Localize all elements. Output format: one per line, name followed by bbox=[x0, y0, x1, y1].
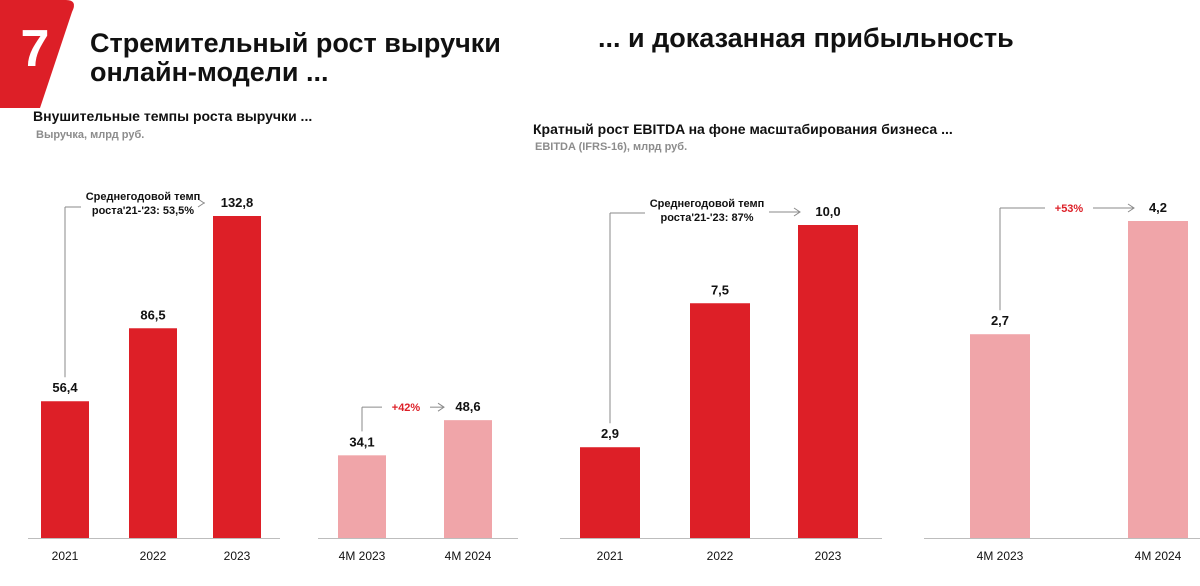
data-label-revenue-4m-1: 34,1 bbox=[349, 434, 374, 449]
ebitda-section-title: Кратный рост EBITDA на фоне масштабирова… bbox=[533, 121, 953, 137]
baseline-ebitda-4m bbox=[924, 538, 1200, 539]
category-label-revenue-annual-2: 2022 bbox=[140, 549, 167, 563]
slide-number-badge: 7 bbox=[0, 0, 90, 110]
cagr-annotation-line1-ebitda-annual: Среднегодовой темп bbox=[650, 198, 765, 210]
ebitda-section-subtitle: EBITDA (IFRS-16), млрд руб. bbox=[535, 141, 688, 153]
bar-ebitda-4m-1 bbox=[970, 334, 1030, 538]
baseline-revenue-annual bbox=[28, 538, 280, 539]
slide-number: 7 bbox=[20, 20, 50, 78]
slide-title-left: Стремительный рост выручки онлайн-модели… bbox=[90, 29, 550, 87]
cagr-annotation-line1-revenue-annual: Среднегодовой темп bbox=[86, 191, 201, 203]
connector-arrowhead-ebitda-4m bbox=[1127, 203, 1135, 213]
data-label-revenue-annual-2: 86,5 bbox=[140, 307, 165, 322]
category-label-revenue-4m-1: 4M 2023 bbox=[339, 549, 386, 563]
growth-annotation-ebitda-4m: +53% bbox=[1055, 203, 1084, 215]
cagr-annotation-line2-revenue-annual: роста'21-'23: 53,5% bbox=[92, 205, 194, 217]
connector-arrowhead-revenue-annual bbox=[197, 198, 205, 208]
slide-title-left-line2: онлайн-модели ... bbox=[90, 57, 329, 87]
data-label-revenue-4m-2: 48,6 bbox=[455, 399, 480, 414]
category-label-ebitda-annual-3: 2023 bbox=[815, 549, 842, 563]
bar-ebitda-annual-2 bbox=[690, 303, 750, 538]
slide-title-right: ... и доказанная прибыльность bbox=[598, 23, 1014, 53]
category-label-ebitda-4m-1: 4M 2023 bbox=[977, 549, 1024, 563]
connector-arrowhead-ebitda-annual bbox=[793, 207, 801, 217]
data-label-ebitda-4m-2: 4,2 bbox=[1149, 200, 1167, 215]
category-label-ebitda-annual-1: 2021 bbox=[597, 549, 624, 563]
baseline-ebitda-annual bbox=[560, 538, 882, 539]
category-label-ebitda-4m-2: 4M 2024 bbox=[1135, 549, 1182, 563]
revenue-section-subtitle: Выручка, млрд руб. bbox=[36, 129, 145, 141]
bar-ebitda-4m-2 bbox=[1128, 221, 1188, 538]
data-label-ebitda-annual-2: 7,5 bbox=[711, 282, 729, 297]
bar-revenue-4m-1 bbox=[338, 455, 386, 538]
bar-ebitda-annual-3 bbox=[798, 225, 858, 538]
data-label-revenue-annual-3: 132,8 bbox=[221, 195, 254, 210]
category-label-revenue-annual-3: 2023 bbox=[224, 549, 251, 563]
bar-revenue-annual-2 bbox=[129, 328, 177, 538]
baseline-revenue-4m bbox=[318, 538, 518, 539]
bar-ebitda-annual-1 bbox=[580, 447, 640, 538]
bar-revenue-annual-3 bbox=[213, 216, 261, 538]
data-label-ebitda-annual-1: 2,9 bbox=[601, 426, 619, 441]
data-label-revenue-annual-1: 56,4 bbox=[52, 380, 78, 395]
category-label-revenue-4m-2: 4M 2024 bbox=[445, 549, 492, 563]
bar-revenue-annual-1 bbox=[41, 401, 89, 538]
growth-annotation-revenue-4m: +42% bbox=[392, 402, 421, 414]
category-label-ebitda-annual-2: 2022 bbox=[707, 549, 734, 563]
connector-arrowhead-revenue-4m bbox=[437, 402, 445, 412]
slide-title-left-line1: Стремительный рост выручки bbox=[90, 28, 501, 58]
category-label-revenue-annual-1: 2021 bbox=[52, 549, 79, 563]
cagr-annotation-line2-ebitda-annual: роста'21-'23: 87% bbox=[660, 212, 753, 224]
bar-revenue-4m-2 bbox=[444, 420, 492, 538]
revenue-section-title: Внушительные темпы роста выручки ... bbox=[33, 108, 313, 124]
data-label-ebitda-annual-3: 10,0 bbox=[815, 204, 840, 219]
data-label-ebitda-4m-1: 2,7 bbox=[991, 313, 1009, 328]
